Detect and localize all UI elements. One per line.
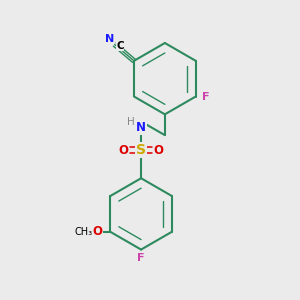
Text: S: S	[136, 143, 146, 157]
Text: F: F	[137, 254, 145, 263]
Text: O: O	[153, 143, 163, 157]
Text: C: C	[116, 41, 124, 51]
Text: O: O	[93, 225, 103, 238]
Text: N: N	[136, 121, 146, 134]
Text: N: N	[105, 34, 114, 44]
Text: H: H	[127, 117, 135, 128]
Text: O: O	[119, 143, 129, 157]
Text: CH₃: CH₃	[74, 227, 92, 237]
Text: F: F	[202, 92, 209, 101]
